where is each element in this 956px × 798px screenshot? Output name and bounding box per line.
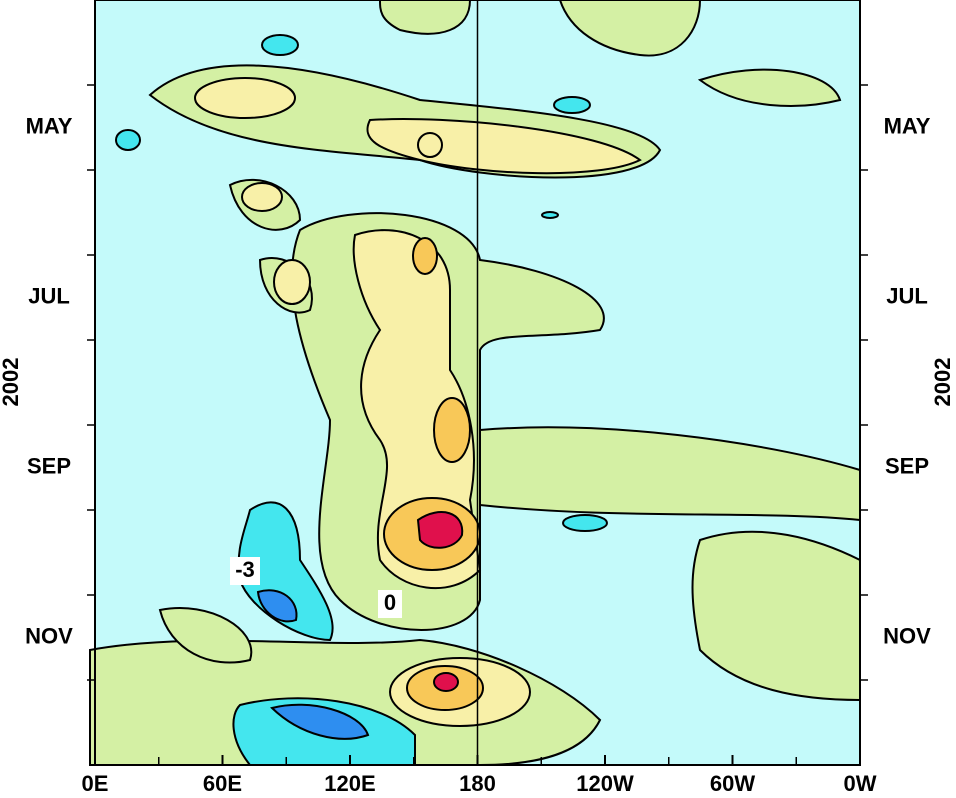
y-tick-label: SEP <box>27 453 71 478</box>
y-tick-label: NOV <box>25 623 73 648</box>
y-tick-label: MAY <box>26 113 73 138</box>
x-tick-label: 60E <box>203 771 242 796</box>
y-tick-label: JUL <box>28 283 70 308</box>
contour-fields <box>89 0 861 766</box>
y-tick-label-right: JUL <box>886 283 928 308</box>
x-tick-label: 0E <box>82 771 109 796</box>
x-tick-label: 180 <box>459 771 496 796</box>
contour-label-box <box>378 590 402 618</box>
contour-label: 0 <box>384 590 396 615</box>
contour-label: -3 <box>235 557 255 582</box>
x-tick-label: 120E <box>324 771 375 796</box>
y-tick-label-right: NOV <box>883 623 931 648</box>
y-tick-label-right: SEP <box>885 453 929 478</box>
y-axis-title: 2002 <box>0 358 23 407</box>
y-tick-label-right: MAY <box>884 113 931 138</box>
x-tick-label: 0W <box>844 771 877 796</box>
contour-label-box <box>230 557 260 585</box>
x-tick-label: 60W <box>710 771 755 796</box>
x-tick-label: 120W <box>576 771 634 796</box>
y-axis-title-right: 2002 <box>930 358 955 407</box>
